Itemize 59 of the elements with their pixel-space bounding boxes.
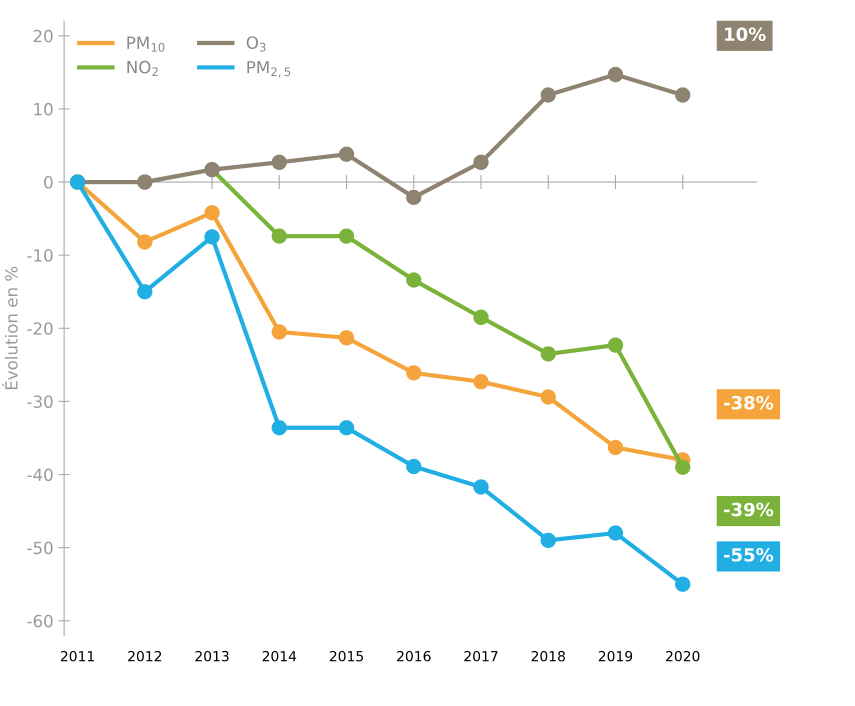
point [675,460,690,475]
x-tick-label: 2019 [598,650,632,662]
point [272,324,287,340]
x-tick-label: 2011 [60,650,94,662]
annotation: -38% [724,396,774,410]
point [272,154,287,170]
annotation: -39% [724,502,774,516]
point [473,154,489,170]
annotation: -55% [724,548,774,562]
annotation: 10% [725,27,766,42]
x-tick-label: 2017 [464,650,498,662]
x-tick-label: 2013 [195,650,229,662]
point [137,234,152,250]
point [675,576,690,592]
point [608,525,624,541]
x-tick-label: 2016 [397,650,431,662]
legend-label: PM$_{2,5}$ [247,61,290,78]
point [406,190,422,206]
y-tick-label: -50 [27,542,53,554]
point [540,389,556,405]
y-tick-label: -40 [27,468,53,482]
point [406,458,422,474]
y-tick-label: -10 [27,249,53,262]
point [204,205,220,220]
y-tick-label: 10 [34,102,53,116]
point [540,532,556,548]
point [406,365,422,381]
point [338,146,354,162]
point [675,87,690,103]
point [608,66,624,82]
y-tick-label: 20 [34,30,53,42]
y-tick-label: -20 [27,322,53,335]
point [338,228,354,244]
x-tick-label: 2014 [262,650,296,662]
point [338,420,354,436]
point [338,330,354,346]
point [473,310,489,325]
x-tick-label: 2020 [666,650,700,662]
point [406,272,422,288]
point [272,420,287,436]
point [473,479,489,495]
x-tick-label: 2015 [330,650,363,662]
x-tick-label: 2012 [128,650,162,662]
y-axis-title: Évolution en % [2,266,18,390]
point [608,337,624,353]
legend-label: PM$_{10}$ [127,36,164,52]
y-tick-label: 0 [44,176,53,189]
point [608,440,624,456]
y-tick-label: -60 [27,614,53,628]
point [137,284,152,300]
point [473,374,489,390]
y-tick-label: -30 [27,395,53,408]
legend-label: NO$_{2}$ [127,60,158,76]
point [540,346,556,362]
x-tick-label: 2018 [532,650,565,662]
point [540,87,556,103]
point [204,229,220,245]
point [272,228,287,244]
legend-label: O$_{3}$ [246,36,266,52]
